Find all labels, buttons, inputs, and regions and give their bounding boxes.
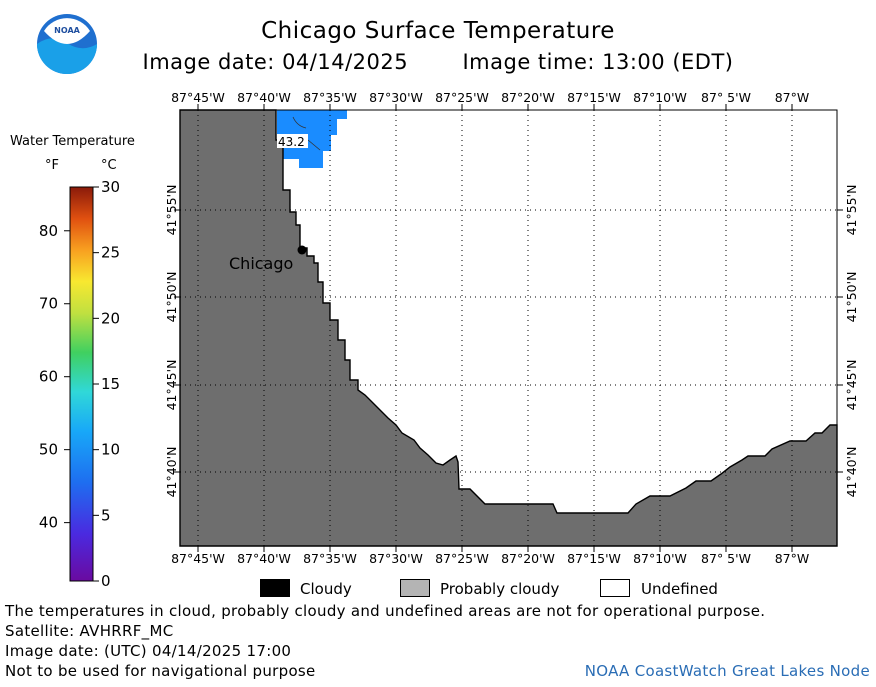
- lon-label-top: 87°W: [775, 90, 810, 105]
- image-date-time: Image date: 04/14/2025 Image time: 13:00…: [0, 50, 876, 74]
- lon-label-bottom: 87°40'W: [237, 551, 291, 566]
- credit-line: NOAA CoastWatch Great Lakes Node: [584, 662, 870, 680]
- legend-probably-cloudy-swatch: [400, 579, 430, 597]
- legend-cloudy-label: Cloudy: [300, 580, 352, 598]
- logo-text: NOAA: [54, 26, 80, 35]
- lat-label-right: 41°55'N: [844, 185, 859, 236]
- lon-label-bottom: 87°45'W: [171, 551, 225, 566]
- scale-c-label: 10: [101, 441, 120, 459]
- chicago-marker: [297, 245, 307, 255]
- page-title: Chicago Surface Temperature: [261, 18, 615, 44]
- scale-title: Water Temperature: [10, 134, 135, 149]
- lat-label-left: 41°45'N: [164, 360, 179, 411]
- lat-label-right: 41°45'N: [844, 360, 859, 411]
- lon-label-bottom: 87° 5'W: [701, 551, 751, 566]
- lon-label-bottom: 87°25'W: [435, 551, 489, 566]
- operational-note: The temperatures in cloud, probably clou…: [5, 602, 766, 620]
- lat-label-left: 41°55'N: [164, 185, 179, 236]
- lon-label-bottom: 87°30'W: [369, 551, 423, 566]
- legend-probably-cloudy-label: Probably cloudy: [440, 580, 560, 598]
- map-frame: [179, 109, 838, 547]
- lat-label-right: 41°40'N: [844, 447, 859, 498]
- scale-f-label: 60: [39, 368, 58, 386]
- lon-label-bottom: 87°15'W: [567, 551, 621, 566]
- scale-f-label: 40: [39, 514, 58, 532]
- lon-label-top: 87°10'W: [633, 90, 687, 105]
- lon-label-bottom: 87°20'W: [501, 551, 555, 566]
- scale-c-label: 20: [101, 309, 120, 327]
- image-time: Image time: 13:00 (EDT): [462, 50, 734, 74]
- scale-c-label: 30: [101, 178, 120, 196]
- lon-label-top: 87°20'W: [501, 90, 555, 105]
- image-date: Image date: 04/14/2025: [142, 50, 409, 74]
- lat-label-left: 41°50'N: [164, 272, 179, 323]
- scale-f-label: 80: [39, 222, 58, 240]
- scale-f-label: 50: [39, 441, 58, 459]
- lon-label-top: 87°35'W: [303, 90, 357, 105]
- legend-undefined-label: Undefined: [641, 580, 718, 598]
- temp-label: 43.2: [278, 135, 305, 149]
- lon-label-bottom: 87°10'W: [633, 551, 687, 566]
- scale-c-label: 15: [101, 375, 120, 393]
- lon-label-top: 87°45'W: [171, 90, 225, 105]
- scale-unit-f: °F: [45, 158, 59, 173]
- scale-c-label: 25: [101, 244, 120, 262]
- scale-unit-c: °C: [101, 158, 117, 173]
- lat-label-right: 41°50'N: [844, 272, 859, 323]
- lon-label-bottom: 87°W: [775, 551, 810, 566]
- navigation-warning: Not to be used for navigational purpose: [5, 662, 316, 680]
- city-label: Chicago: [229, 254, 293, 273]
- lon-label-bottom: 87°35'W: [303, 551, 357, 566]
- temp-label-bg: [277, 134, 308, 148]
- scale-f-label: 70: [39, 295, 58, 313]
- satellite-info: Satellite: AVHRRF_MC: [5, 622, 174, 640]
- lon-label-top: 87° 5'W: [701, 90, 751, 105]
- scale-c-label: 0: [101, 572, 111, 590]
- lon-label-top: 87°15'W: [567, 90, 621, 105]
- legend-cloudy-swatch: [260, 579, 290, 597]
- land-area: [179, 109, 838, 547]
- scale-c-label: 5: [101, 506, 111, 524]
- legend-undefined-swatch: [600, 579, 630, 597]
- sst-map: 87°45'W 87°40'W 87°35'W 87°30'W 87°25'W 87°20…: [164, 90, 859, 566]
- noaa-logo-icon: NOAA: [36, 13, 98, 75]
- lon-label-top: 87°30'W: [369, 90, 423, 105]
- lat-label-left: 41°40'N: [164, 447, 179, 498]
- lon-label-top: 87°40'W: [237, 90, 291, 105]
- lon-label-top: 87°25'W: [435, 90, 489, 105]
- utc-date: Image date: (UTC) 04/14/2025 17:00: [5, 642, 292, 660]
